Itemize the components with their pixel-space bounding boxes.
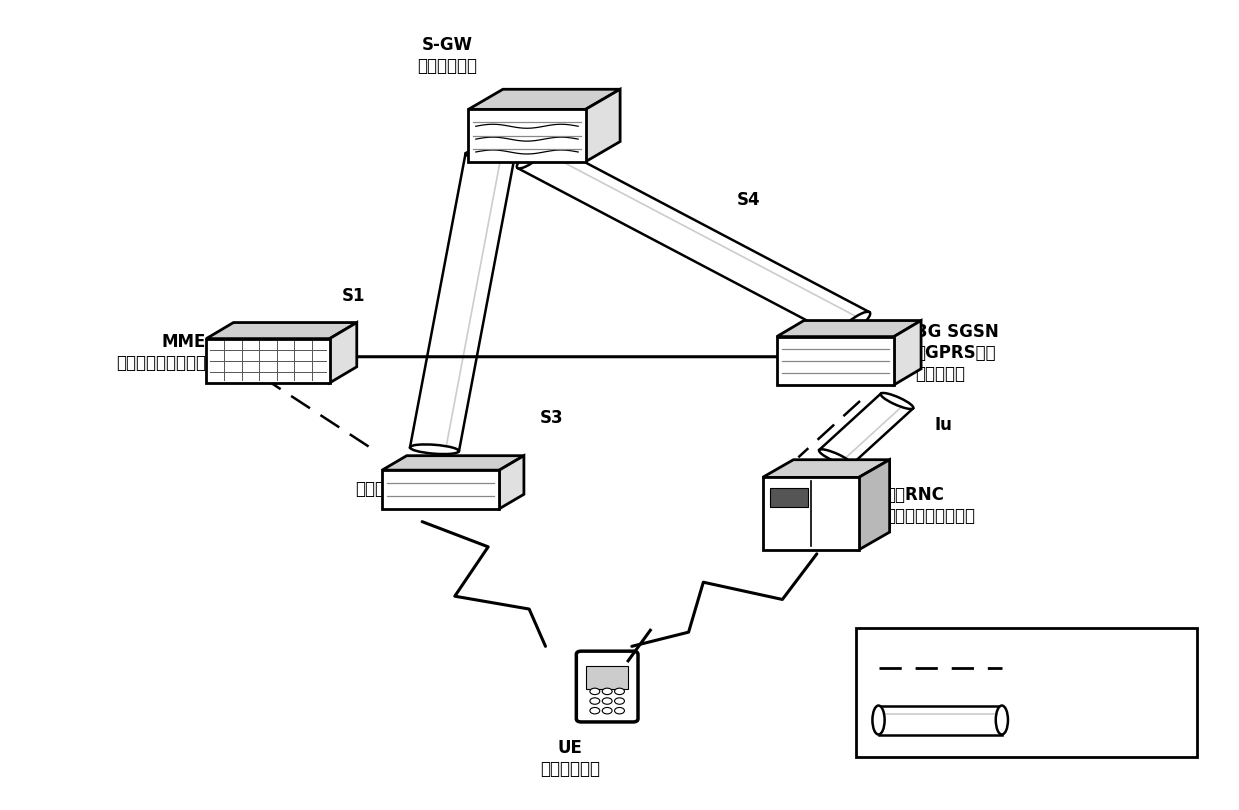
Ellipse shape xyxy=(410,445,458,454)
FancyBboxPatch shape xyxy=(856,628,1197,757)
Text: 信令: 信令 xyxy=(1027,659,1048,676)
Polygon shape xyxy=(518,143,870,337)
FancyBboxPatch shape xyxy=(576,651,638,722)
Polygon shape xyxy=(777,321,921,337)
Polygon shape xyxy=(382,456,524,470)
FancyBboxPatch shape xyxy=(586,666,628,689)
Circle shape xyxy=(602,688,612,695)
Ellipse shape xyxy=(819,450,851,465)
Ellipse shape xyxy=(838,312,870,338)
Text: S4: S4 xyxy=(737,191,761,209)
Text: MME
（移动性管理实体）: MME （移动性管理实体） xyxy=(116,333,207,372)
Circle shape xyxy=(602,707,612,714)
Ellipse shape xyxy=(517,143,550,168)
Bar xyxy=(769,488,808,507)
Circle shape xyxy=(615,707,624,714)
Text: UE
（用户设备）: UE （用户设备） xyxy=(540,739,600,778)
Text: 源基站: 源基站 xyxy=(356,480,385,498)
Text: 用户数据: 用户数据 xyxy=(1027,711,1069,729)
Polygon shape xyxy=(468,109,586,162)
Circle shape xyxy=(590,688,600,695)
Polygon shape xyxy=(762,460,890,477)
Circle shape xyxy=(615,698,624,704)
Circle shape xyxy=(615,688,624,695)
Polygon shape xyxy=(859,460,890,550)
Text: S1: S1 xyxy=(342,288,366,305)
Ellipse shape xyxy=(872,706,885,735)
Polygon shape xyxy=(410,154,514,451)
Polygon shape xyxy=(777,337,895,385)
Polygon shape xyxy=(330,322,357,383)
Polygon shape xyxy=(586,89,620,162)
Circle shape xyxy=(602,698,612,704)
Polygon shape xyxy=(207,322,357,339)
Ellipse shape xyxy=(996,706,1009,735)
Text: S-GW
（服务网关）: S-GW （服务网关） xyxy=(416,36,477,75)
Ellipse shape xyxy=(881,393,913,409)
Polygon shape xyxy=(207,339,330,383)
Text: 目标RNC
（无线网络控制器）: 目标RNC （无线网络控制器） xyxy=(885,486,975,525)
Text: Iu: Iu xyxy=(934,416,952,434)
Circle shape xyxy=(590,707,600,714)
Polygon shape xyxy=(819,394,913,465)
Polygon shape xyxy=(382,470,499,509)
Text: S3: S3 xyxy=(540,409,564,427)
Text: 3G SGSN
（GPRS服务
支持节点）: 3G SGSN （GPRS服务 支持节点） xyxy=(916,323,999,382)
Circle shape xyxy=(590,698,600,704)
Polygon shape xyxy=(499,456,524,509)
Polygon shape xyxy=(878,706,1002,735)
Polygon shape xyxy=(762,477,859,550)
Polygon shape xyxy=(895,321,921,385)
Polygon shape xyxy=(468,89,620,109)
Ellipse shape xyxy=(466,151,514,160)
